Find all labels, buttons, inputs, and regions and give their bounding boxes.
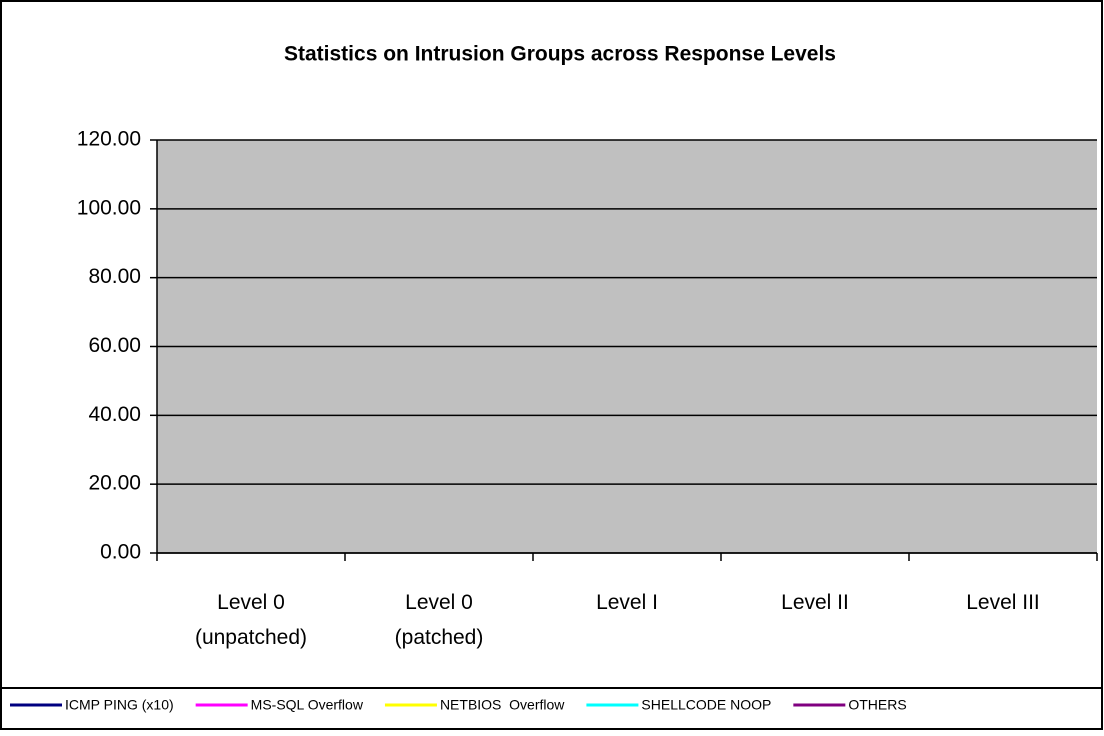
y-tick-label: 100.00: [77, 196, 141, 219]
x-tick-label: Level 0 (patched): [395, 591, 484, 649]
x-tick-label: Level I: [596, 591, 658, 614]
legend-label: OTHERS: [848, 697, 906, 713]
legend-label: ICMP PING (x10): [65, 697, 174, 713]
x-tick-label: Level 0 (unpatched): [195, 591, 307, 649]
y-tick-label: 120.00: [77, 128, 141, 151]
y-tick-label: 60.00: [88, 334, 141, 357]
y-tick-label: 0.00: [100, 541, 141, 564]
y-tick-label: 80.00: [88, 265, 141, 288]
x-tick-label: Level III: [966, 591, 1040, 614]
y-tick-label: 40.00: [88, 403, 141, 426]
chart-title: Statistics on Intrusion Groups across Re…: [284, 43, 836, 66]
legend-label: NETBIOS Overflow: [440, 697, 565, 713]
legend-label: SHELLCODE NOOP: [641, 697, 771, 713]
legend-label: MS-SQL Overflow: [251, 697, 364, 713]
y-tick-label: 20.00: [88, 472, 141, 495]
x-tick-label: Level II: [781, 591, 849, 614]
